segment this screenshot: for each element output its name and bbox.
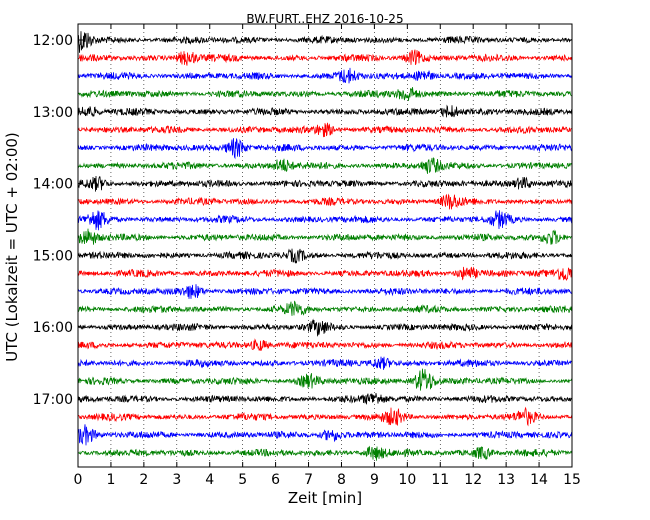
x-tick-label-3: 3 [172, 472, 181, 488]
trace-1630 [77, 356, 573, 370]
trace-1330 [77, 138, 573, 160]
x-tick-label-12: 12 [464, 472, 482, 488]
trace-1600 [77, 318, 573, 337]
trace-1245 [77, 87, 573, 101]
x-tick-label-0: 0 [74, 472, 83, 488]
trace-1745 [77, 445, 573, 461]
seismic-traces [77, 31, 573, 461]
trace-1500 [77, 248, 573, 264]
trace-1415 [77, 193, 573, 210]
x-tick-label-8: 8 [337, 472, 346, 488]
trace-1645 [77, 368, 573, 391]
trace-1730 [77, 424, 573, 446]
trace-1445 [77, 228, 573, 245]
x-tick-label-14: 14 [530, 472, 548, 488]
y-tick-label-4: 16:00 [33, 320, 73, 336]
trace-1700 [77, 392, 573, 405]
trace-1515 [77, 266, 573, 281]
y-tick-label-0: 12:00 [33, 33, 73, 49]
x-tick-label-11: 11 [431, 472, 449, 488]
trace-1530 [77, 284, 573, 299]
chart-title: BW.FURT..EHZ 2016-10-25 [246, 12, 403, 26]
axis-ticks [77, 24, 573, 467]
trace-1315 [77, 122, 573, 138]
x-tick-label-10: 10 [398, 472, 416, 488]
x-tick-label-9: 9 [370, 472, 379, 488]
trace-1430 [77, 210, 573, 231]
y-tick-label-3: 15:00 [33, 248, 73, 264]
x-tick-label-1: 1 [106, 472, 115, 488]
x-tick-label-5: 5 [238, 472, 247, 488]
y-tick-label-1: 13:00 [33, 105, 73, 121]
x-tick-label-13: 13 [497, 472, 515, 488]
y-tick-label-2: 14:00 [33, 177, 73, 193]
x-axis-label: Zeit [min] [288, 489, 362, 507]
plot-area-frame [77, 23, 573, 468]
trace-1545 [78, 300, 573, 316]
trace-1230 [77, 67, 573, 84]
y-tick-labels: 12:00 13:00 14:00 15:00 16:00 17:00 [33, 33, 73, 408]
trace-1300 [77, 104, 573, 118]
x-tick-label-15: 15 [563, 472, 581, 488]
trace-1715 [77, 406, 573, 427]
x-tick-label-2: 2 [139, 472, 148, 488]
x-tick-label-6: 6 [271, 472, 280, 488]
trace-1615 [77, 338, 573, 351]
trace-1400 [77, 175, 573, 192]
x-tick-label-7: 7 [304, 472, 313, 488]
y-axis-label: UTC (Lokalzeit = UTC + 02:00) [3, 132, 21, 362]
x-tick-label-4: 4 [205, 472, 214, 488]
y-tick-label-5: 17:00 [33, 392, 73, 408]
trace-1345 [77, 157, 573, 174]
trace-1215 [77, 49, 573, 66]
x-tick-labels: 0 1 2 3 4 5 6 7 8 9 10 11 12 13 14 15 [74, 472, 581, 488]
trace-1200 [77, 31, 573, 53]
